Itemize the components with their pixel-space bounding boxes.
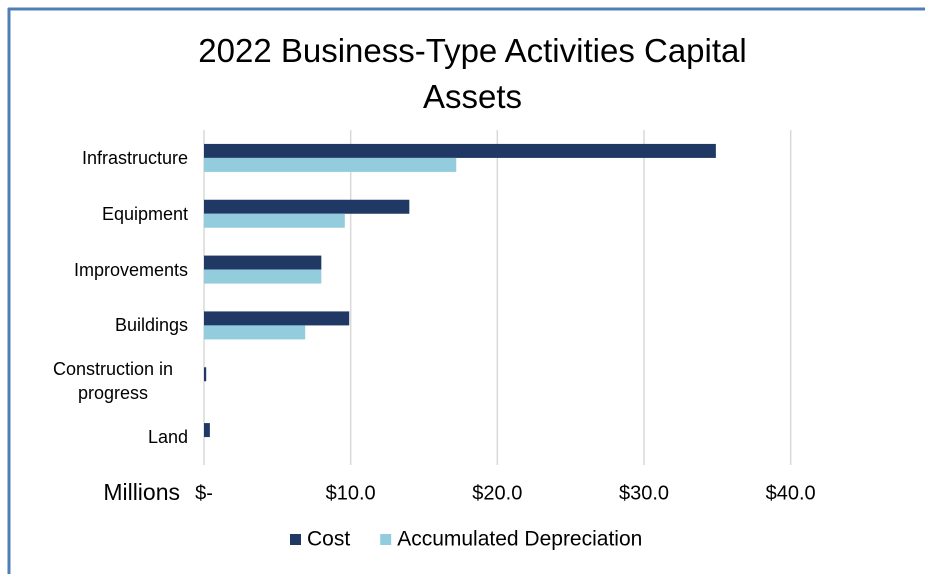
category-label-box: Equipment <box>30 189 188 239</box>
bar <box>204 213 345 228</box>
legend-label: Accumulated Depreciation <box>397 528 642 551</box>
legend-swatch <box>380 534 392 545</box>
bar <box>204 325 306 340</box>
y-tick-label: Construction in progress <box>52 359 174 404</box>
category-label-box: Improvements <box>30 245 188 295</box>
bar <box>204 157 457 172</box>
bar <box>204 269 322 284</box>
chart-title: 2022 Business-Type Activities Capital As… <box>198 32 747 115</box>
x-tick-label: $30.0 <box>619 482 669 504</box>
legend-swatch <box>290 534 301 545</box>
y-tick-label: Improvements <box>73 259 188 280</box>
x-tick-label: $40.0 <box>766 482 816 504</box>
bar <box>204 367 207 382</box>
y-tick-label: Buildings <box>114 315 188 336</box>
category-label-box: Land <box>30 412 188 462</box>
bar <box>204 143 716 158</box>
y-tick-label: Infrastructure <box>81 147 188 168</box>
category-label-box: Infrastructure <box>30 133 188 183</box>
bar <box>204 423 210 438</box>
y-tick-label: Equipment <box>101 203 188 224</box>
bar <box>204 311 350 326</box>
x-tick-label: $20.0 <box>472 482 522 504</box>
bar <box>204 255 322 270</box>
x-axis-title: Millions <box>103 479 180 505</box>
x-tick-label: $10.0 <box>326 482 376 504</box>
legend-label: Cost <box>307 528 350 551</box>
y-tick-label: Land <box>147 427 188 448</box>
category-label-box: Buildings <box>30 300 188 350</box>
x-tick-label: $- <box>195 482 213 504</box>
bar <box>204 199 410 214</box>
category-label-box: Construction in progress <box>30 356 188 406</box>
